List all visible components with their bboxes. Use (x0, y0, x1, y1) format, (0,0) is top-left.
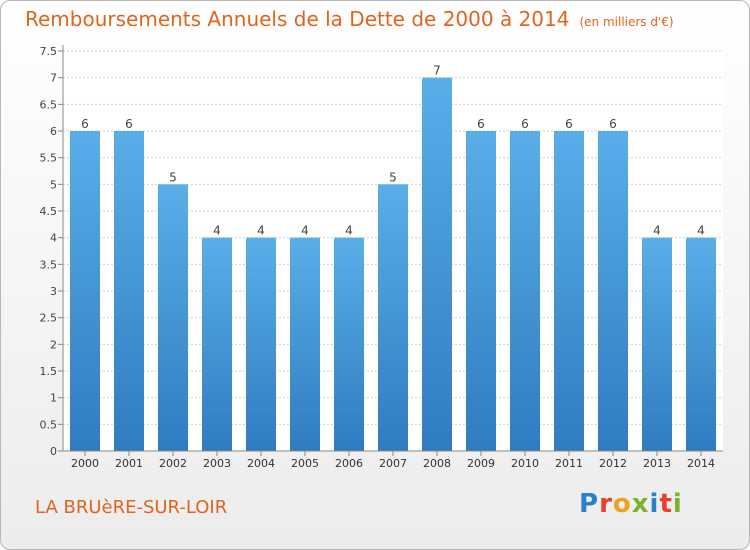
x-tick-label: 2014 (687, 457, 715, 470)
logo-letter: t (659, 489, 673, 519)
bar-2008 (422, 77, 452, 452)
data-label: 6 (565, 117, 573, 131)
x-tick-label: 2004 (247, 457, 275, 470)
x-axis-labels: 2000 2001 2002 2003 2004 2005 2006 2007 2008 2009… (71, 451, 715, 470)
x-tick-label: 2006 (335, 457, 363, 470)
bar-2013 (642, 237, 672, 451)
data-label: 4 (213, 224, 221, 238)
bar-2012 (598, 131, 628, 451)
logo-letter: i (649, 489, 660, 519)
bar-2009 (466, 131, 496, 451)
bar-2005 (290, 237, 320, 451)
x-tick-label: 2010 (511, 457, 539, 470)
x-tick-label: 2011 (555, 457, 583, 470)
x-tick-label: 2001 (115, 457, 143, 470)
y-tick-label: 6 (50, 125, 57, 138)
x-tick-label: 2013 (643, 457, 671, 470)
data-label: 4 (257, 224, 265, 238)
x-tick-label: 2012 (599, 457, 627, 470)
bar-2000 (70, 131, 100, 451)
x-tick-label: 2003 (203, 457, 231, 470)
bar-2011 (554, 131, 584, 451)
bar-2010 (510, 131, 540, 451)
logo-letter: i (672, 489, 683, 519)
data-label: 4 (301, 224, 309, 238)
bar-2004 (246, 237, 276, 451)
title-block: Remboursements Annuels de la Dette de 20… (25, 7, 674, 31)
bar-2003 (202, 237, 232, 451)
bar-2006 (334, 237, 364, 451)
y-tick-label: 5 (50, 178, 57, 191)
y-tick-label: 3.5 (40, 258, 58, 271)
data-label: 6 (521, 117, 529, 131)
x-tick-label: 2007 (379, 457, 407, 470)
bar-2007 (378, 184, 408, 452)
data-label: 6 (81, 117, 89, 131)
y-tick-label: 1.5 (40, 365, 58, 378)
y-tick-label: 1 (50, 392, 57, 405)
data-label: 4 (345, 224, 353, 238)
y-axis-ticks: 0 0.5 1 1.5 2 2.5 3 3.5 4 4.5 5 5.5 6 6.5 7 7.5 (40, 45, 63, 458)
y-tick-label: 7.5 (40, 45, 58, 58)
y-tick-label: 6.5 (40, 98, 58, 111)
bars: 6 6 5 4 4 4 4 5 7 6 6 6 6 4 4 (70, 64, 716, 452)
bar-2002 (158, 184, 188, 452)
y-tick-label: 4.5 (40, 205, 58, 218)
x-tick-label: 2005 (291, 457, 319, 470)
x-tick-label: 2009 (467, 457, 495, 470)
y-tick-label: 4 (50, 232, 57, 245)
proxiti-logo[interactable]: Proxiti (579, 489, 683, 519)
y-tick-label: 2 (50, 338, 57, 351)
y-tick-label: 7 (50, 72, 57, 85)
logo-letter: x (631, 489, 650, 519)
data-label: 5 (169, 170, 177, 184)
data-label: 6 (125, 117, 133, 131)
town-name: LA BRUèRE-SUR-LOIR (35, 497, 228, 518)
x-tick-label: 2000 (71, 457, 99, 470)
bar-2001 (114, 131, 144, 451)
chart-subtitle: (en milliers d'€) (579, 15, 674, 29)
data-label: 4 (653, 224, 661, 238)
data-label: 6 (609, 117, 617, 131)
logo-letter: r (599, 489, 613, 519)
data-label: 6 (477, 117, 485, 131)
x-tick-label: 2008 (423, 457, 451, 470)
data-label: 4 (697, 224, 705, 238)
y-tick-label: 3 (50, 285, 57, 298)
data-label: 5 (389, 170, 397, 184)
x-tick-label: 2002 (159, 457, 187, 470)
chart-title: Remboursements Annuels de la Dette de 20… (25, 7, 570, 31)
data-label: 7 (433, 64, 441, 78)
y-tick-label: 0 (50, 445, 57, 458)
logo-letter: o (612, 489, 632, 519)
logo-letter: P (579, 489, 600, 519)
bar-2014 (686, 237, 716, 451)
y-tick-label: 2.5 (40, 312, 58, 325)
y-tick-label: 0.5 (40, 418, 58, 431)
y-tick-label: 5.5 (40, 152, 58, 165)
